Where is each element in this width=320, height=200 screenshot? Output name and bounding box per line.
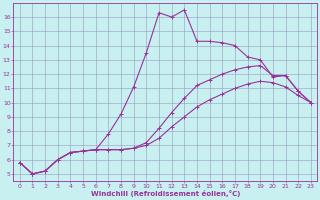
X-axis label: Windchill (Refroidissement éolien,°C): Windchill (Refroidissement éolien,°C) (91, 190, 240, 197)
